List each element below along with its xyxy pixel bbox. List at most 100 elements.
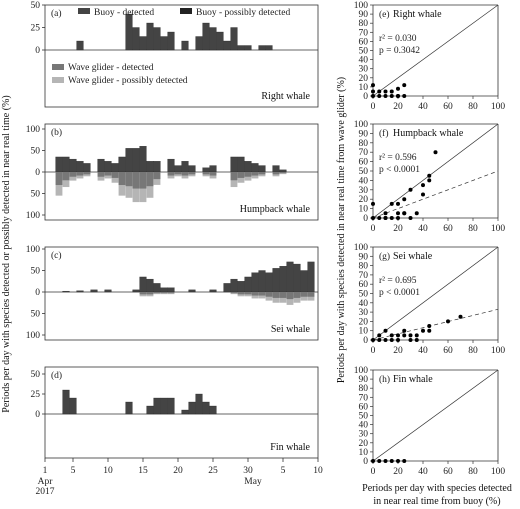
data-point bbox=[433, 150, 438, 155]
buoy-bar bbox=[244, 161, 252, 173]
x-tick-label: 5 bbox=[71, 466, 76, 476]
y-tick-label: 100 bbox=[354, 243, 369, 253]
x-tick-label: 1 bbox=[43, 466, 48, 476]
data-point bbox=[421, 192, 425, 197]
data-point bbox=[402, 328, 407, 333]
buoy-bar bbox=[300, 270, 308, 293]
data-point bbox=[421, 328, 425, 333]
y-tick-label: 100 bbox=[354, 120, 369, 130]
x-tick-label: 0 bbox=[371, 346, 376, 356]
stat-label: r² = 0.030 bbox=[379, 34, 417, 44]
panel-letter: (g) bbox=[379, 251, 390, 262]
y-tick-label: 60 bbox=[359, 37, 369, 47]
glider-detected-bar bbox=[55, 172, 63, 186]
glider-detected-bar bbox=[153, 292, 161, 294]
buoy-bar bbox=[272, 268, 280, 293]
buoy-bar bbox=[90, 289, 98, 293]
buoy-bar bbox=[146, 22, 154, 51]
legend-swatch-glider-detected bbox=[52, 64, 64, 70]
glider-detected-bar bbox=[111, 172, 119, 178]
buoy-bar bbox=[174, 165, 182, 173]
buoy-bar bbox=[216, 31, 224, 51]
glider-detected-bar bbox=[279, 292, 287, 298]
buoy-bar bbox=[244, 45, 252, 51]
stat-label: p = 0.3042 bbox=[379, 46, 420, 56]
data-point bbox=[396, 94, 400, 98]
y-tick-label: 0 bbox=[363, 214, 368, 224]
data-point bbox=[458, 314, 463, 319]
buoy-bar bbox=[188, 401, 196, 415]
y-tick-label: 10 bbox=[359, 83, 369, 93]
y-tick-label: 0 bbox=[35, 168, 40, 178]
y-tick-label: 10 bbox=[359, 448, 369, 458]
y-tick-label: 0 bbox=[363, 92, 368, 102]
y-tick-label: 50 bbox=[359, 290, 369, 300]
buoy-bar bbox=[279, 169, 287, 173]
buoy-bar bbox=[188, 165, 196, 173]
buoy-bar bbox=[167, 31, 175, 51]
y-tick-label: 50 bbox=[31, 1, 41, 11]
data-point bbox=[402, 94, 407, 98]
buoy-bar bbox=[62, 156, 70, 173]
data-point bbox=[389, 94, 394, 98]
glider-detected-bar bbox=[272, 172, 280, 175]
y-tick-label: 0 bbox=[35, 288, 40, 298]
y-tick-label: 50 bbox=[31, 267, 41, 277]
data-point bbox=[371, 89, 375, 94]
x-tick-label: 60 bbox=[443, 346, 453, 356]
buoy-bar bbox=[132, 148, 140, 173]
x-tick-label: 60 bbox=[443, 224, 453, 234]
buoy-bar bbox=[237, 45, 245, 51]
y-tick-label: 50 bbox=[31, 310, 41, 320]
y-tick-label: 50 bbox=[359, 412, 369, 422]
buoy-bar bbox=[125, 401, 133, 415]
legend-buoy-possible: Buoy - possibly detected bbox=[196, 8, 290, 18]
buoy-bar bbox=[258, 45, 266, 51]
data-point bbox=[383, 328, 388, 333]
y-tick-label: 90 bbox=[359, 375, 369, 385]
stat-label: p < 0.0001 bbox=[379, 165, 420, 175]
x-tick-label: 40 bbox=[418, 224, 428, 234]
species-label: Fin whale bbox=[393, 374, 433, 385]
buoy-bar bbox=[139, 276, 147, 293]
glider-detected-bar bbox=[209, 172, 217, 176]
bar-panels: 0 25 50 (a) Right whale 0 50 100 50 100 (b) Humpbac… bbox=[26, 1, 319, 459]
y-tick-label: 0 bbox=[363, 457, 368, 467]
buoy-bar bbox=[153, 161, 161, 173]
species-label: Right whale bbox=[393, 9, 442, 20]
legend-glider-possible: Wave glider - possibly detected bbox=[68, 76, 188, 86]
data-point bbox=[408, 338, 413, 342]
data-point bbox=[371, 216, 375, 220]
species-label: Sei whale bbox=[393, 251, 433, 262]
panel-letter: (c) bbox=[51, 250, 62, 261]
data-point bbox=[383, 94, 388, 98]
glider-detected-bar bbox=[62, 172, 70, 181]
buoy-bar bbox=[286, 261, 294, 293]
y-tick-label: 80 bbox=[359, 384, 369, 394]
buoy-bar bbox=[167, 287, 175, 293]
data-point bbox=[383, 216, 388, 220]
y-tick-label: 100 bbox=[354, 366, 369, 376]
data-point bbox=[389, 333, 394, 338]
glider-detected-bar bbox=[97, 172, 105, 177]
data-point bbox=[402, 211, 407, 216]
y-tick-label: 90 bbox=[359, 129, 369, 139]
glider-detected-bar bbox=[146, 292, 154, 295]
x-month-may: May bbox=[244, 477, 262, 487]
regression-line bbox=[372, 308, 499, 341]
buoy-bar bbox=[237, 281, 245, 293]
glider-detected-bar bbox=[244, 292, 252, 295]
legend: Buoy - detected Buoy - possibly detected… bbox=[52, 8, 290, 86]
buoy-bar bbox=[195, 393, 203, 415]
buoy-bar bbox=[167, 158, 175, 173]
panel-letter: (h) bbox=[379, 374, 390, 385]
buoy-bar bbox=[251, 272, 259, 293]
data-point bbox=[389, 89, 394, 94]
buoy-bar bbox=[202, 401, 210, 415]
data-point bbox=[421, 183, 425, 188]
stat-label: r² = 0.596 bbox=[379, 153, 417, 163]
buoy-bar bbox=[62, 389, 70, 415]
buoy-bar bbox=[223, 283, 231, 293]
panel-letter: (d) bbox=[51, 370, 62, 381]
